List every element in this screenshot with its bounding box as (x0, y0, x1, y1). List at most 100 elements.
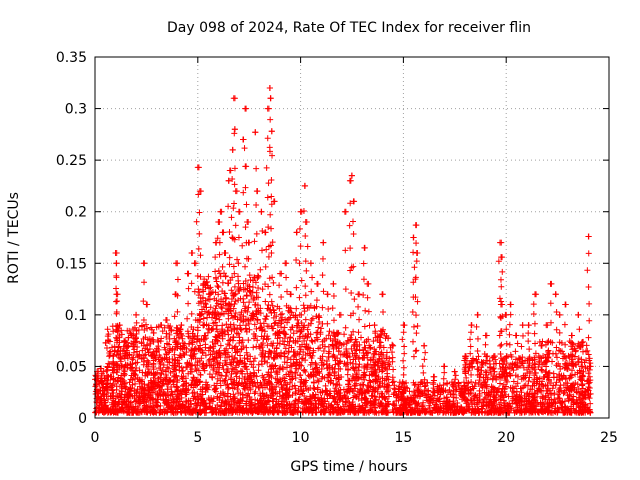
data-point (342, 324, 349, 331)
data-point (262, 263, 269, 270)
data-point (245, 390, 252, 397)
data-point (155, 343, 162, 350)
data-point (127, 406, 134, 413)
data-point (206, 362, 213, 369)
data-point (295, 396, 302, 403)
data-point (266, 379, 273, 386)
data-point (346, 177, 353, 184)
data-point (104, 364, 111, 371)
data-point (225, 203, 232, 210)
data-point (160, 361, 167, 368)
data-point (347, 267, 354, 274)
data-point (252, 129, 259, 136)
data-point (123, 401, 130, 408)
data-point (223, 373, 230, 380)
data-point (301, 337, 308, 344)
data-point (258, 397, 265, 404)
data-point (194, 164, 201, 171)
data-point (159, 328, 166, 335)
data-point (234, 348, 241, 355)
data-point (250, 344, 257, 351)
data-point (499, 268, 506, 275)
data-point (104, 326, 111, 333)
data-point (102, 403, 109, 410)
data-point (515, 355, 522, 362)
data-point (225, 315, 232, 322)
data-point (325, 306, 332, 313)
data-point (412, 222, 419, 229)
data-point (482, 341, 489, 348)
data-point (258, 208, 265, 215)
data-point (217, 372, 224, 379)
data-point (303, 219, 310, 226)
data-point (121, 372, 128, 379)
data-point (167, 392, 174, 399)
data-point (585, 250, 592, 257)
data-point (192, 361, 199, 368)
data-point (360, 276, 367, 283)
data-point (192, 355, 199, 362)
data-point (242, 224, 249, 231)
data-point (356, 316, 363, 323)
data-point (240, 343, 247, 350)
data-point (153, 381, 160, 388)
data-point (482, 332, 489, 339)
data-point (228, 398, 235, 405)
data-point (224, 327, 231, 334)
data-point (216, 409, 223, 416)
data-point (240, 295, 247, 302)
data-point (390, 378, 397, 385)
data-point (190, 384, 197, 391)
data-point (245, 304, 252, 311)
data-point (275, 408, 282, 415)
data-point (165, 404, 172, 411)
data-point (196, 379, 203, 386)
data-point (231, 377, 238, 384)
data-point (102, 408, 109, 415)
data-point (248, 361, 255, 368)
data-point (199, 386, 206, 393)
data-point (550, 370, 557, 377)
data-point (196, 209, 203, 216)
data-point (200, 288, 207, 295)
data-point (555, 391, 562, 398)
data-point (217, 390, 224, 397)
data-point (223, 321, 230, 328)
data-point (552, 291, 559, 298)
data-point (224, 366, 231, 373)
data-point (150, 329, 157, 336)
data-point (232, 343, 239, 350)
data-point (228, 214, 235, 221)
data-point (231, 181, 238, 188)
data-point (135, 406, 142, 413)
data-point (279, 392, 286, 399)
data-point (237, 397, 244, 404)
data-point (132, 398, 139, 405)
data-point (262, 384, 269, 391)
data-point (235, 390, 242, 397)
data-point (314, 369, 321, 376)
data-point (585, 233, 592, 240)
data-point (547, 300, 554, 307)
data-point (214, 337, 221, 344)
data-point (362, 307, 369, 314)
data-point (143, 301, 150, 308)
data-point (302, 233, 309, 240)
data-point (194, 327, 201, 334)
data-point (292, 404, 299, 411)
data-point (273, 313, 280, 320)
data-point (413, 347, 420, 354)
data-point (113, 272, 120, 279)
data-point (409, 338, 416, 345)
data-point (319, 304, 326, 311)
data-point (525, 378, 532, 385)
data-point (195, 409, 202, 416)
data-point (140, 406, 147, 413)
data-point (130, 372, 137, 379)
data-point (292, 374, 299, 381)
data-point (227, 336, 234, 343)
data-point (232, 298, 239, 305)
data-point (561, 321, 568, 328)
data-point (279, 409, 286, 416)
